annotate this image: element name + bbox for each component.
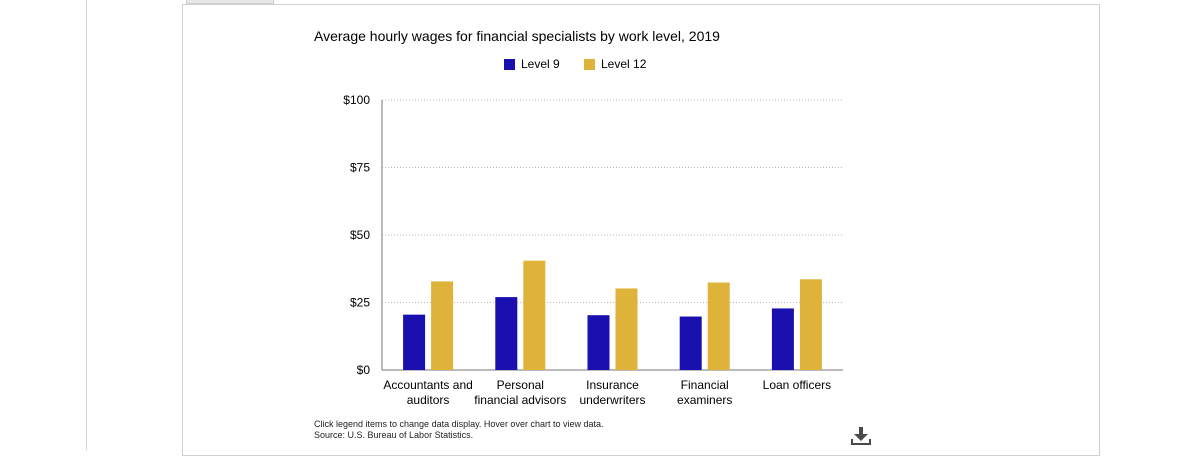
chart-source: Source: U.S. Bureau of Labor Statistics. — [314, 430, 474, 440]
legend-swatch-level-9 — [504, 58, 515, 70]
y-tick-label: $25 — [350, 296, 370, 310]
y-tick-label: $100 — [343, 93, 370, 107]
x-tick-label: financial advisors — [474, 393, 566, 407]
chart-instructions: Click legend items to change data displa… — [314, 419, 604, 429]
bar-level-12[interactable] — [523, 260, 546, 370]
bar-level-12[interactable] — [615, 288, 638, 370]
bar-level-12[interactable] — [431, 281, 454, 370]
x-tick-label: underwriters — [579, 393, 645, 407]
bar-level-9[interactable] — [679, 316, 702, 370]
bar-level-9[interactable] — [587, 315, 610, 370]
bar-level-9[interactable] — [403, 314, 426, 370]
x-tick-label: Accountants and — [383, 378, 472, 392]
bar-level-12[interactable] — [799, 279, 822, 370]
x-tick-label: Insurance — [586, 378, 639, 392]
legend-item-level-12[interactable]: Level 12 — [584, 56, 646, 72]
chart-legend: Level 9 Level 12 — [0, 56, 1192, 72]
x-tick-label: examiners — [677, 393, 732, 407]
y-tick-label: $0 — [357, 363, 371, 377]
bar-level-12[interactable] — [707, 282, 730, 370]
chart-title: Average hourly wages for financial speci… — [314, 28, 720, 44]
legend-item-level-9[interactable]: Level 9 — [504, 56, 560, 72]
bar-level-9[interactable] — [771, 308, 794, 370]
x-tick-label: Loan officers — [763, 378, 832, 392]
x-tick-label: Personal — [497, 378, 544, 392]
bar-level-9[interactable] — [495, 297, 518, 370]
y-tick-label: $75 — [350, 161, 370, 175]
x-tick-label: Financial — [681, 378, 729, 392]
chart-note: Click legend items to change data displa… — [314, 419, 603, 441]
y-tick-label: $50 — [350, 228, 370, 242]
download-icon — [851, 427, 871, 445]
legend-swatch-level-12 — [584, 58, 595, 70]
panel-tab[interactable] — [186, 0, 274, 4]
download-button[interactable] — [849, 424, 873, 448]
x-tick-label: auditors — [407, 393, 450, 407]
legend-label-level-9: Level 9 — [521, 57, 560, 71]
page-divider — [86, 0, 87, 450]
chart-panel — [182, 4, 1100, 456]
legend-label-level-12: Level 12 — [601, 57, 647, 71]
